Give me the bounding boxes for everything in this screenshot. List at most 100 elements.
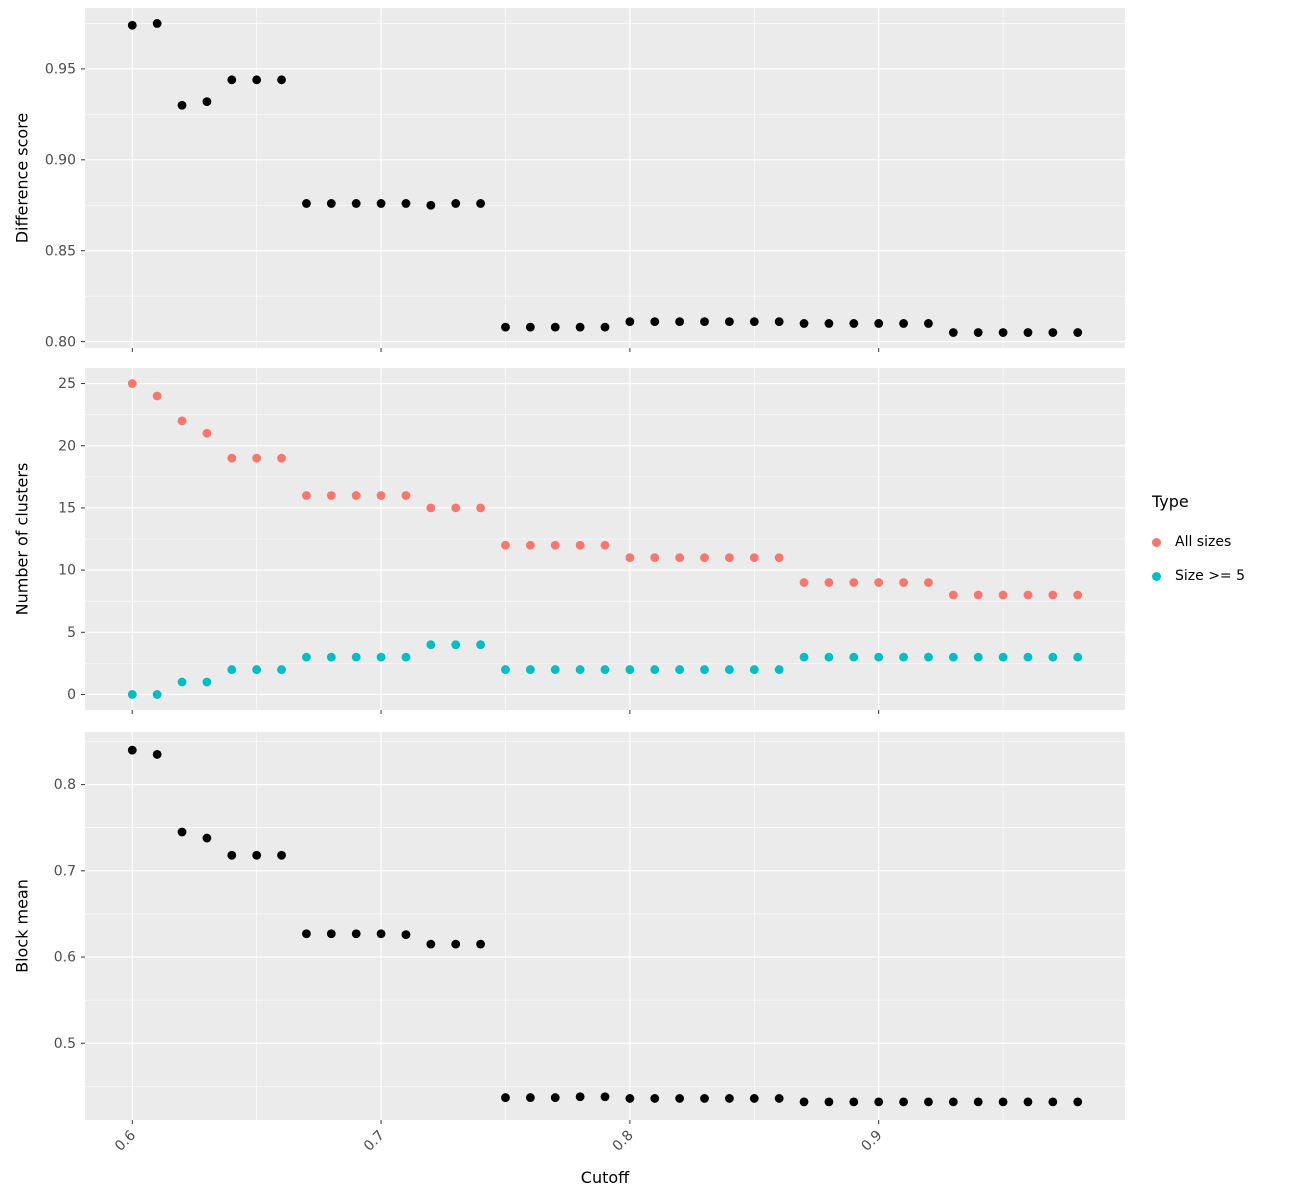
data-point: [948, 590, 958, 600]
data-point: [749, 553, 759, 563]
y-axis-title-block-mean: Block mean: [12, 879, 32, 973]
data-point: [401, 930, 411, 940]
data-point: [1073, 328, 1083, 337]
y-tick-label: 20: [58, 438, 76, 454]
data-point: [824, 319, 834, 328]
data-point: [476, 939, 485, 949]
data-point: [575, 1092, 585, 1102]
data-point: [426, 200, 436, 210]
data-point: [202, 833, 212, 843]
data-point: [1048, 328, 1058, 337]
data-point: [550, 1093, 560, 1102]
y-tick-label: 5: [67, 625, 76, 641]
legend: Type All sizes Size >= 5: [1152, 492, 1245, 593]
data-point: [202, 428, 212, 438]
data-point: [177, 416, 187, 426]
data-point: [948, 1097, 958, 1107]
data-point: [899, 319, 908, 328]
data-point: [127, 690, 137, 699]
data-point: [376, 929, 386, 939]
data-point: [127, 379, 137, 388]
data-point: [326, 929, 336, 939]
legend-entry-all-sizes: All sizes: [1152, 525, 1245, 559]
data-point: [376, 491, 386, 500]
data-point: [899, 578, 908, 587]
data-point: [451, 939, 461, 949]
data-point: [700, 665, 709, 674]
data-point: [998, 652, 1008, 662]
data-point: [1023, 1097, 1033, 1107]
data-point: [1048, 1097, 1058, 1107]
data-point: [600, 1092, 610, 1102]
data-point: [326, 491, 336, 500]
y-tick-label: 15: [58, 501, 76, 517]
data-point: [252, 453, 262, 463]
data-point: [152, 690, 162, 699]
data-point: [501, 540, 510, 550]
data-point: [874, 1097, 884, 1107]
data-point: [227, 75, 237, 85]
legend-dot-size-ge-5-icon: [1152, 571, 1161, 581]
data-point: [401, 652, 411, 662]
data-point: [924, 578, 933, 587]
data-point: [824, 1097, 834, 1107]
data-point: [1048, 590, 1058, 600]
data-point: [600, 322, 610, 332]
y-tick-label: 0.95: [45, 62, 76, 78]
data-point: [650, 317, 660, 327]
data-point: [152, 750, 162, 759]
data-point: [426, 503, 436, 513]
data-point: [501, 665, 510, 674]
data-point: [600, 665, 610, 674]
data-point: [1048, 652, 1058, 662]
data-point: [924, 1097, 933, 1107]
data-point: [426, 640, 436, 650]
data-point: [227, 850, 237, 860]
data-point: [525, 322, 535, 332]
data-point: [799, 319, 809, 328]
y-tick-label: 0.80: [45, 334, 76, 350]
data-point: [177, 100, 187, 110]
data-point: [451, 503, 461, 513]
data-point: [625, 1094, 635, 1103]
data-point: [1073, 652, 1083, 662]
data-point: [824, 652, 834, 662]
data-point: [625, 665, 635, 674]
data-point: [675, 665, 685, 674]
data-point: [550, 540, 560, 550]
data-point: [525, 540, 535, 550]
data-point: [451, 640, 461, 650]
data-point: [1073, 1097, 1083, 1107]
data-point: [849, 319, 859, 328]
data-point: [1023, 590, 1033, 600]
data-point: [824, 578, 834, 587]
data-point: [700, 1094, 709, 1103]
data-point: [302, 199, 311, 208]
data-point: [998, 328, 1008, 337]
data-point: [302, 652, 311, 662]
data-point: [476, 640, 485, 650]
data-point: [725, 553, 734, 563]
data-point: [749, 1094, 759, 1103]
data-point: [849, 652, 859, 662]
data-point: [700, 553, 709, 563]
legend-label-all-sizes: All sizes: [1175, 534, 1232, 550]
data-point: [774, 317, 784, 327]
data-point: [302, 491, 311, 500]
data-point: [948, 328, 958, 337]
data-point: [227, 453, 237, 463]
data-point: [575, 540, 585, 550]
data-point: [227, 665, 237, 674]
data-point: [202, 677, 212, 687]
data-point: [924, 319, 933, 328]
data-point: [501, 322, 510, 332]
data-point: [874, 319, 884, 328]
y-tick-label: 0.5: [54, 1036, 76, 1052]
data-point: [749, 665, 759, 674]
x-tick-label: 0.9: [858, 1128, 885, 1155]
legend-dot-all-sizes-icon: [1152, 537, 1161, 547]
data-point: [650, 553, 660, 563]
panel-background: [85, 8, 1125, 348]
data-point: [774, 553, 784, 563]
